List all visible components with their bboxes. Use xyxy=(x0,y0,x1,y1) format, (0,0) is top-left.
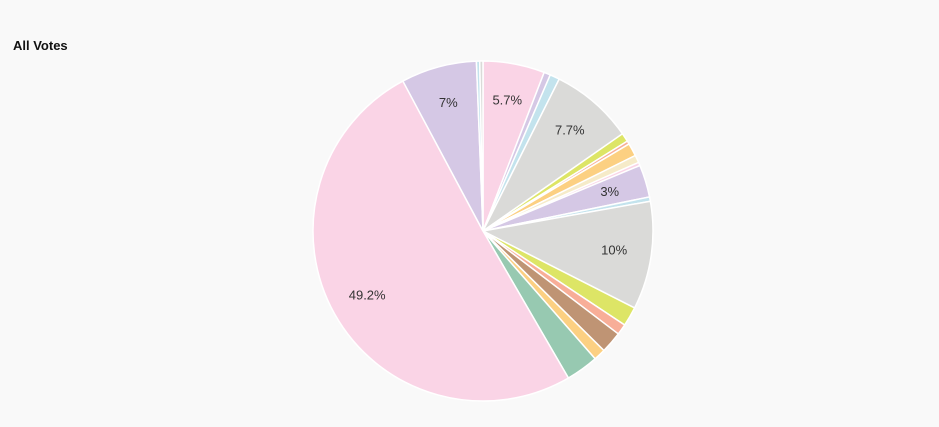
slice-label-17: 49.2% xyxy=(349,288,386,303)
pie-slice-17[interactable] xyxy=(312,80,570,402)
slice-label-9: 3% xyxy=(600,184,619,199)
pie-slice-11[interactable] xyxy=(480,200,654,309)
slice-label-0: 5.7% xyxy=(492,93,522,108)
slice-label-11: 10% xyxy=(601,242,627,257)
chart-title: All Votes xyxy=(13,38,68,53)
slice-label-18: 7% xyxy=(439,95,458,110)
slice-label-3: 7.7% xyxy=(555,123,585,138)
pie-slice-20[interactable] xyxy=(478,60,484,232)
